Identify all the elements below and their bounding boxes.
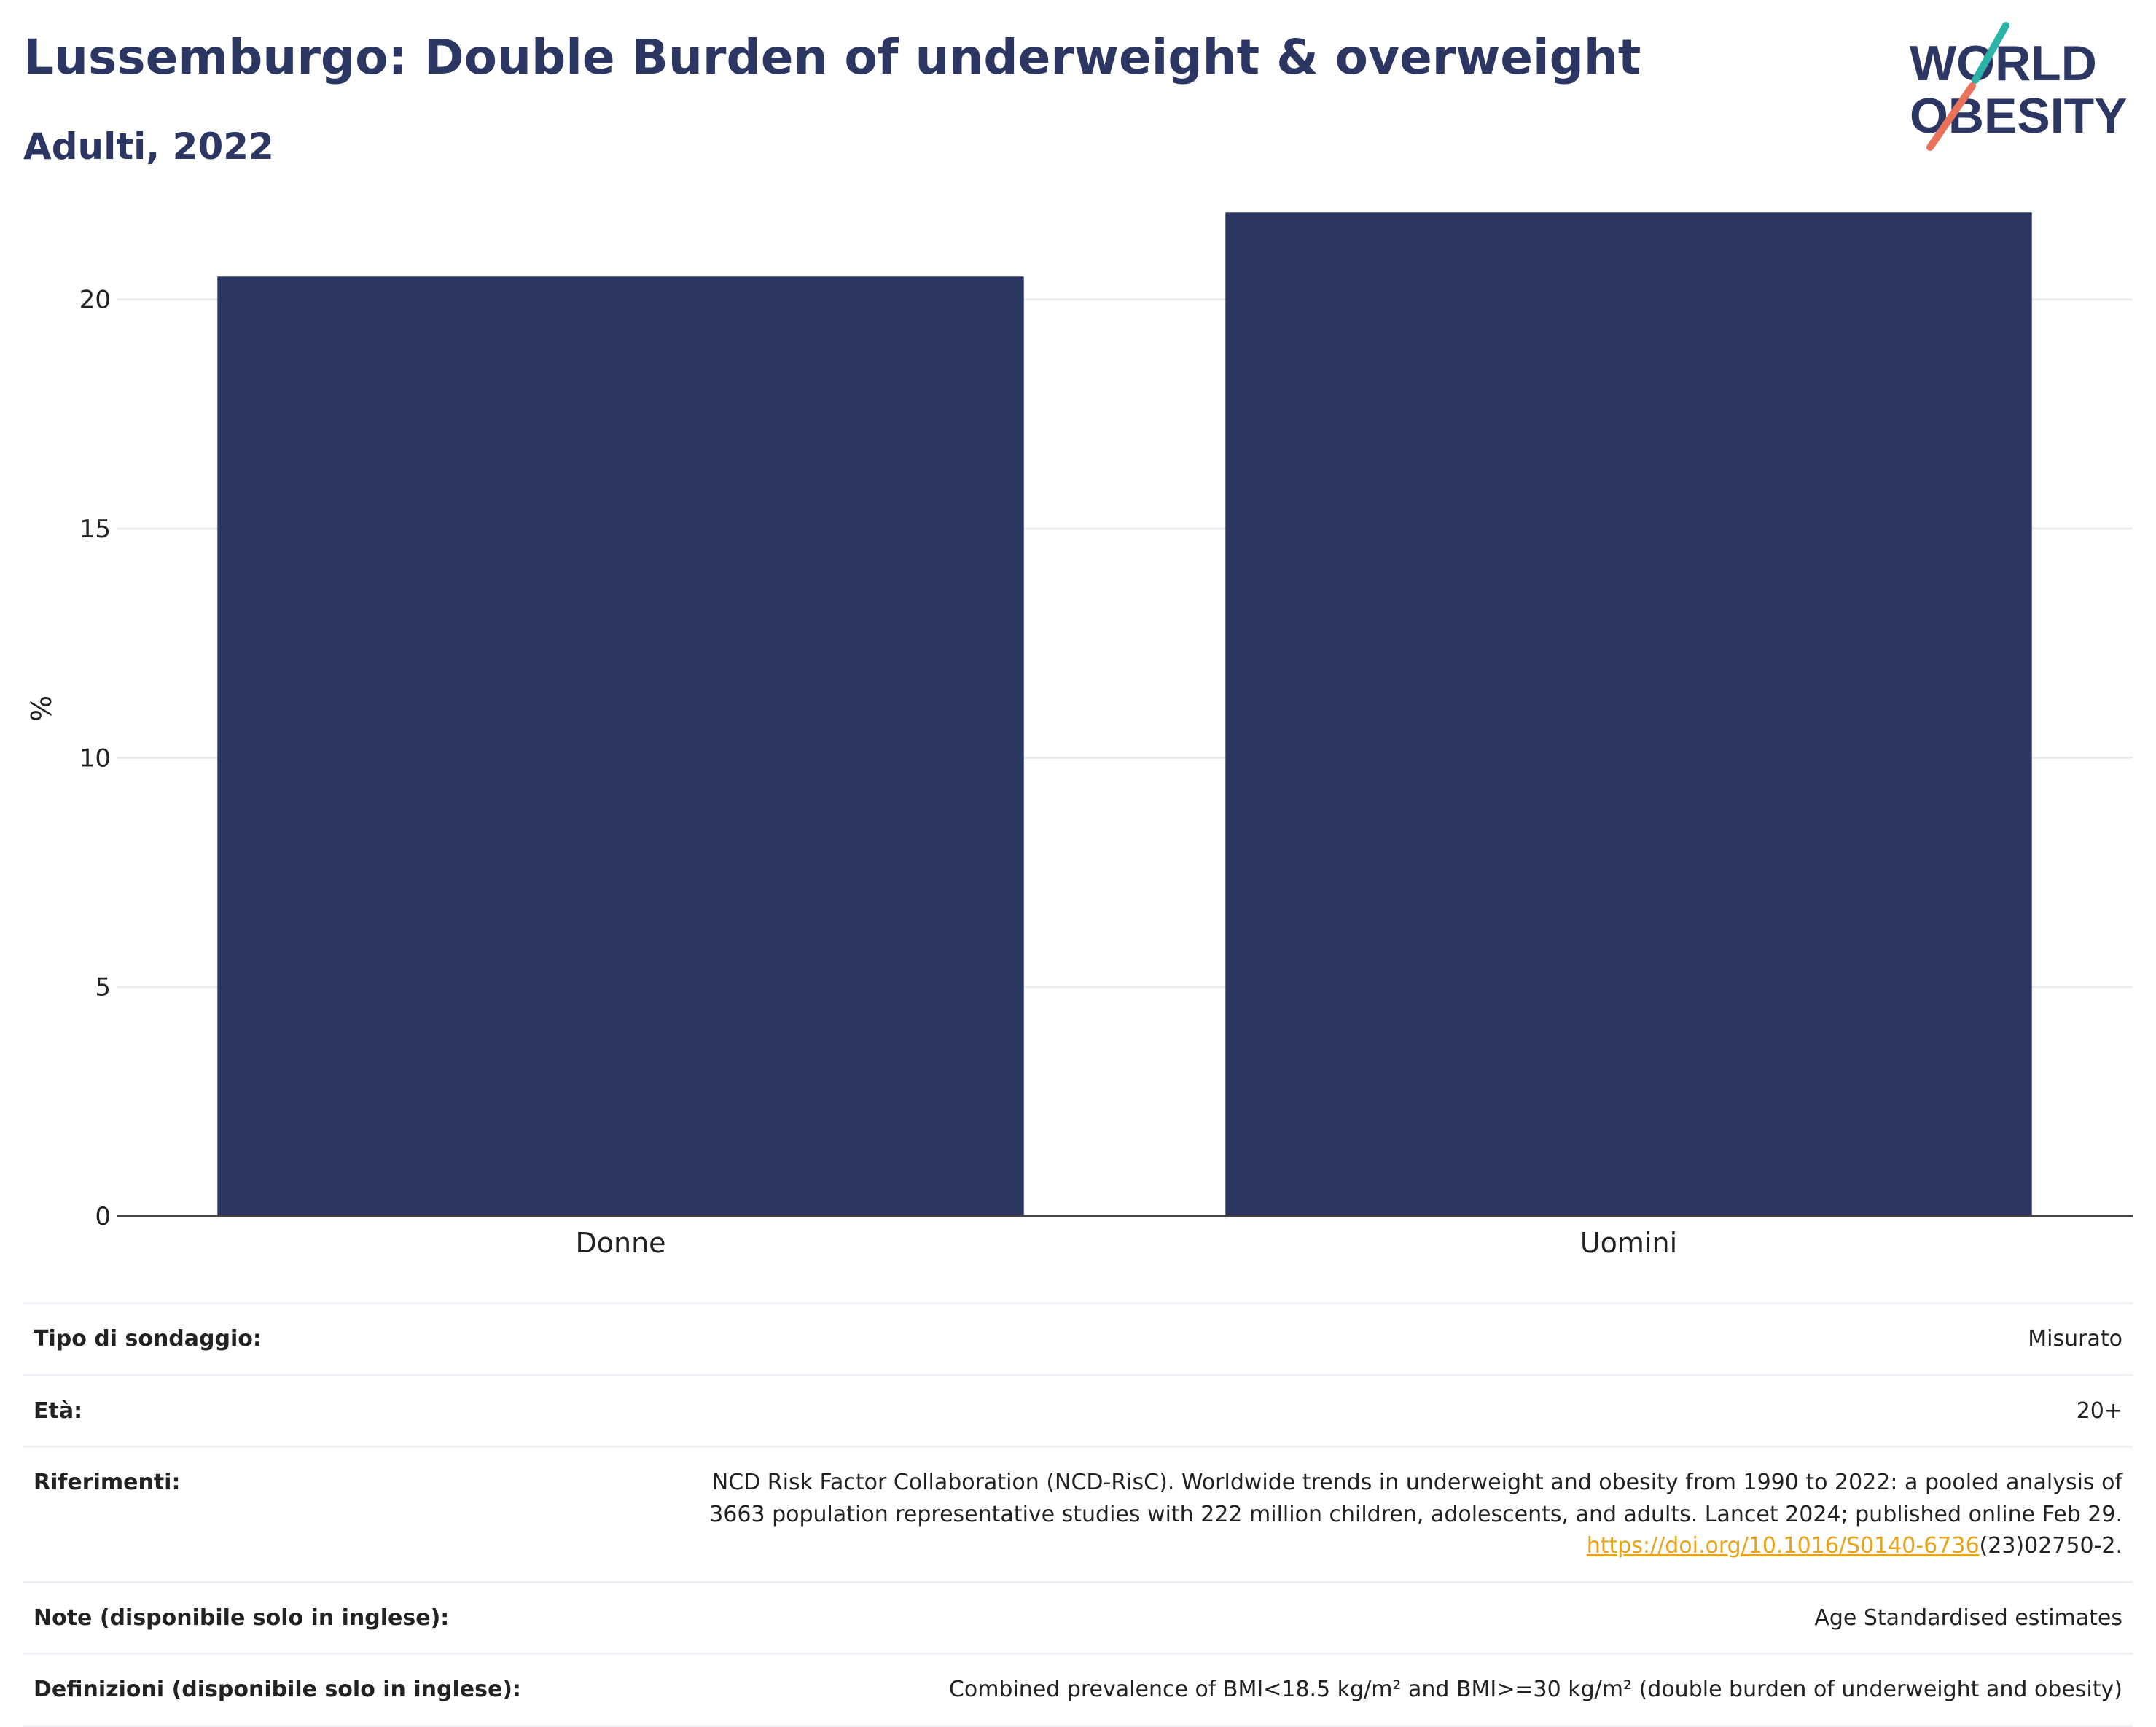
y-tick-labels: 0 5 10 15 20 xyxy=(79,286,111,1231)
references-line1: NCD Risk Factor Collaboration (NCD-RisC)… xyxy=(711,1470,2122,1495)
y-tick-label: 5 xyxy=(95,973,111,1002)
info-row-survey-type: Tipo di sondaggio: Misurato xyxy=(23,1302,2133,1375)
y-tick-label: 10 xyxy=(79,744,111,773)
y-tick-label: 0 xyxy=(95,1202,111,1231)
references-link-suffix: (23)02750-2. xyxy=(1979,1533,2122,1559)
x-tick-label: Donne xyxy=(575,1227,665,1259)
logo-teal-slash xyxy=(1972,22,2009,84)
logo-coral-slash xyxy=(1926,82,1976,151)
info-table: Tipo di sondaggio: Misurato Età: 20+ Rif… xyxy=(23,1302,2133,1727)
x-tick-labels: Donne Uomini xyxy=(575,1227,1677,1259)
references-label: Riferimenti: xyxy=(23,1446,598,1582)
age-label: Età: xyxy=(23,1373,598,1447)
references-value: NCD Risk Factor Collaboration (NCD-RisC)… xyxy=(598,1446,2133,1582)
bar-chart: 0 5 10 15 20 Donne Uomini % xyxy=(26,212,2133,1259)
notes-label: Note (disponibile solo in inglese): xyxy=(23,1580,598,1654)
definitions-value: Combined prevalence of BMI<18.5 kg/m² an… xyxy=(598,1653,2133,1727)
info-row-age: Età: 20+ xyxy=(23,1373,2133,1447)
chart-subtitle: Adulti, 2022 xyxy=(23,125,274,168)
age-value: 20+ xyxy=(598,1373,2133,1447)
logo-line2: OBESITY xyxy=(1910,88,2128,144)
y-tick-label: 20 xyxy=(79,286,111,315)
bar-donne xyxy=(217,276,1024,1217)
survey-type-label: Tipo di sondaggio: xyxy=(23,1302,598,1375)
notes-value: Age Standardised estimates xyxy=(598,1580,2133,1654)
bar-uomini xyxy=(1225,212,2032,1216)
survey-type-value: Misurato xyxy=(598,1302,2133,1375)
info-row-notes: Note (disponibile solo in inglese): Age … xyxy=(23,1580,2133,1654)
chart-title: Lussemburgo: Double Burden of underweigh… xyxy=(23,29,1641,85)
references-line2: 3663 population representative studies w… xyxy=(709,1501,2122,1527)
logo-line1: WORLD xyxy=(1910,36,2097,91)
x-tick-label: Uomini xyxy=(1580,1227,1677,1259)
references-doi-link[interactable]: https://doi.org/10.1016/S0140-6736 xyxy=(1586,1533,1980,1559)
y-axis-label: % xyxy=(26,695,58,722)
info-row-definitions: Definizioni (disponibile solo in inglese… xyxy=(23,1653,2133,1727)
y-tick-label: 15 xyxy=(79,515,111,544)
world-obesity-logo: WORLD OBESITY xyxy=(1910,22,2128,151)
info-row-references: Riferimenti: NCD Risk Factor Collaborati… xyxy=(23,1446,2133,1582)
bars xyxy=(217,212,2032,1217)
definitions-label: Definizioni (disponibile solo in inglese… xyxy=(23,1653,598,1727)
